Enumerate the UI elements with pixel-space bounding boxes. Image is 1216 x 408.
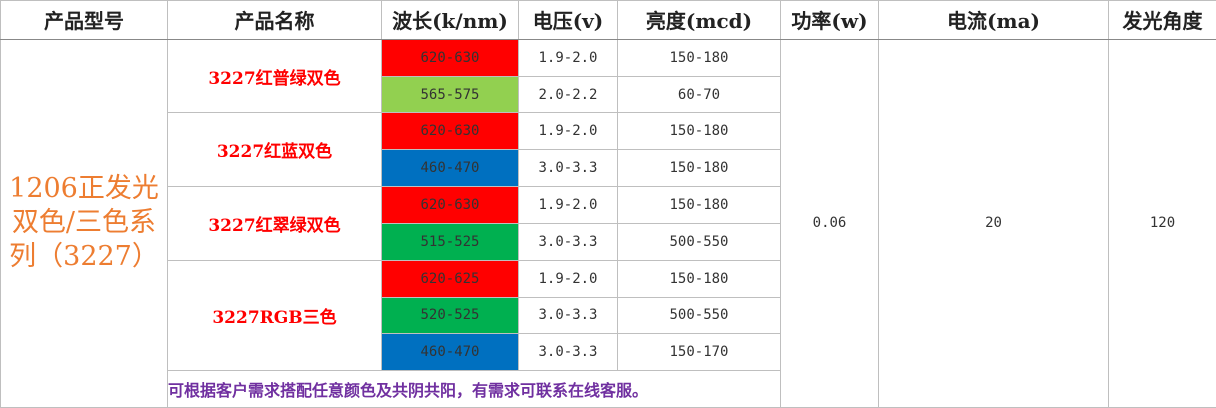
- product-name: 3227红翠绿双色: [167, 186, 382, 261]
- voltage: 1.9-2.0: [518, 38, 618, 77]
- wavelength: 520-525: [381, 296, 519, 335]
- power: 0.06: [780, 38, 879, 408]
- brightness: 60-70: [617, 75, 781, 114]
- table-row: 460-470 3.0-3.3 150-170: [1, 333, 1216, 372]
- table-row: 515-525 3.0-3.3 500-550: [1, 222, 1216, 261]
- voltage: 3.0-3.3: [518, 296, 618, 335]
- header-cell: 电压(v): [518, 0, 618, 40]
- wavelength: 460-470: [381, 149, 519, 188]
- brightness: 150-180: [617, 259, 781, 298]
- header-cell: 功率(w): [780, 0, 879, 40]
- header-cell: 亮度(mcd): [617, 0, 781, 40]
- table-row: 460-470 3.0-3.3 150-180: [1, 149, 1216, 188]
- brightness: 500-550: [617, 222, 781, 261]
- brightness: 150-180: [617, 186, 781, 224]
- voltage: 2.0-2.2: [518, 75, 618, 114]
- product-name: 3227红普绿双色: [167, 38, 382, 114]
- wavelength: 620-630: [381, 112, 519, 151]
- wavelength: 515-525: [381, 222, 519, 261]
- wavelength: 620-630: [381, 38, 519, 77]
- wavelength: 620-630: [381, 186, 519, 224]
- header-cell: 发光角度: [1108, 0, 1216, 40]
- product-name: 3227红蓝双色: [167, 112, 382, 188]
- table-row: 产品型号 产品名称 波长(k/nm) 电压(v) 亮度(mcd) 功率(w) 电流(ma) 发…: [0, 0, 1216, 40]
- voltage: 3.0-3.3: [518, 222, 618, 261]
- header-cell: 波长(k/nm): [381, 0, 519, 40]
- table-row: 3227RGB三色 620-625 1.9-2.0 150-180: [1, 259, 1216, 372]
- table-row: 可根据客户需求搭配任意颜色及共阴共阳，有需求可联系在线客服。: [1, 370, 1216, 408]
- header-cell: 产品型号: [0, 0, 168, 40]
- brightness: 500-550: [617, 296, 781, 335]
- voltage: 1.9-2.0: [518, 112, 618, 151]
- table-row: 3227红翠绿双色 620-630 1.9-2.0 150-180: [1, 186, 1216, 261]
- voltage: 3.0-3.3: [518, 333, 618, 372]
- table-row: 520-525 3.0-3.3 500-550: [1, 296, 1216, 335]
- wavelength: 565-575: [381, 75, 519, 114]
- brightness: 150-180: [617, 112, 781, 151]
- note: 可根据客户需求搭配任意颜色及共阴共阳，有需求可联系在线客服。: [167, 370, 781, 408]
- voltage: 3.0-3.3: [518, 149, 618, 188]
- wavelength: 460-470: [381, 333, 519, 372]
- product-name: 3227RGB三色: [167, 259, 382, 372]
- current: 20: [878, 38, 1109, 408]
- brightness: 150-180: [617, 149, 781, 188]
- model-cell: 1206正发光双色/三色系列（3227）: [0, 38, 168, 408]
- brightness: 150-180: [617, 38, 781, 77]
- header-cell: 产品名称: [167, 0, 382, 40]
- table-row: 1206正发光双色/三色系列（3227） 3227红普绿双色 620-630 1.9-…: [0, 38, 1216, 408]
- voltage: 1.9-2.0: [518, 259, 618, 298]
- voltage: 1.9-2.0: [518, 186, 618, 224]
- header-cell: 电流(ma): [878, 0, 1109, 40]
- table-row: 565-575 2.0-2.2 60-70: [1, 75, 1216, 114]
- angle: 120: [1108, 38, 1216, 408]
- wavelength: 620-625: [381, 259, 519, 298]
- brightness: 150-170: [617, 333, 781, 372]
- table-row: 3227红蓝双色 620-630 1.9-2.0 150-180: [1, 112, 1216, 188]
